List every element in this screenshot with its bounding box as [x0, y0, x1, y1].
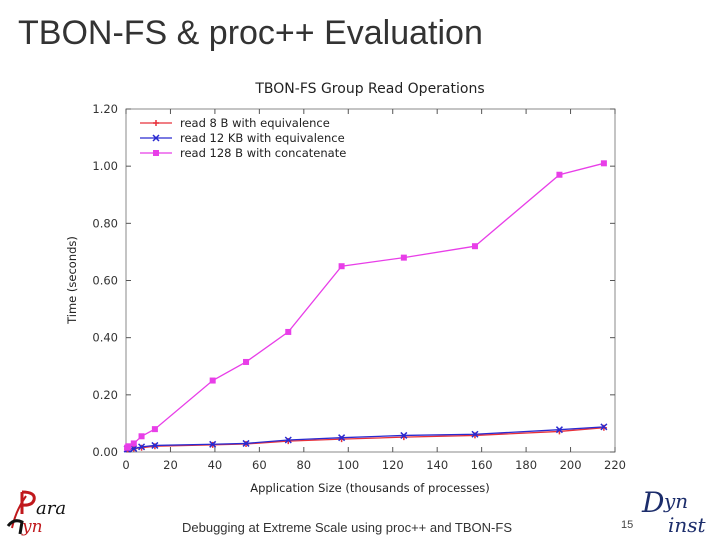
data-point [285, 328, 292, 335]
paradyn-logo: ara yn [6, 488, 78, 541]
x-tick-label: 120 [382, 458, 404, 472]
x-tick-label: 40 [208, 458, 223, 472]
x-tick-label: 100 [337, 458, 359, 472]
series-2 [123, 423, 608, 453]
data-point [471, 243, 478, 250]
data-point [600, 160, 607, 167]
x-tick-label: 160 [471, 458, 493, 472]
y-tick-label: 0.60 [92, 274, 118, 288]
data-point [138, 443, 146, 451]
x-tick-label: 220 [604, 458, 626, 472]
data-point [400, 431, 408, 439]
series-layer [123, 160, 608, 453]
data-point [125, 443, 132, 450]
data-point [130, 440, 137, 447]
y-axis-label: Time (seconds) [65, 236, 79, 325]
chart-title: TBON-FS Group Read Operations [254, 81, 484, 97]
data-point [138, 433, 145, 440]
data-point [152, 134, 160, 142]
svg-text:ara: ara [36, 498, 66, 519]
x-tick-label: 0 [122, 458, 129, 472]
axes: 0 20 40 60 80 100 120 140 160 180 200 220 0.00 0.20 0.… [92, 102, 626, 472]
y-tick-label: 0.20 [92, 388, 118, 402]
data-point [130, 445, 138, 453]
data-point [243, 358, 250, 365]
footer-text: Debugging at Extreme Scale using proc++ … [182, 520, 512, 535]
data-point [209, 440, 217, 448]
data-point [400, 254, 407, 261]
slide-title: TBON-FS & proc++ Evaluation [18, 14, 483, 52]
y-tick-label: 1.20 [92, 102, 118, 116]
data-point [471, 430, 479, 438]
y-tick-label: 1.00 [92, 159, 118, 173]
svg-text:yn: yn [663, 489, 688, 513]
data-point [556, 171, 563, 178]
data-point [151, 426, 158, 433]
x-tick-label: 200 [560, 458, 582, 472]
data-point [338, 263, 345, 270]
data-point [338, 434, 346, 442]
page-number: 15 [621, 519, 634, 531]
y-tick-label: 0.00 [92, 445, 118, 459]
x-tick-label: 60 [252, 458, 267, 472]
series-1 [124, 424, 607, 453]
x-tick-label: 180 [515, 458, 537, 472]
x-tick-label: 140 [426, 458, 448, 472]
y-tick-label: 0.40 [92, 331, 118, 345]
svg-text:yn: yn [21, 517, 43, 536]
line-chart: TBON-FS Group Read Operations 0 20 40 60 80 1… [65, 81, 626, 495]
x-axis-label: Application Size (thousands of processes… [250, 481, 490, 495]
data-point [242, 439, 250, 447]
data-point [600, 423, 608, 431]
data-point [209, 377, 216, 384]
svg-text:inst: inst [668, 513, 707, 536]
y-tick-label: 0.80 [92, 216, 118, 230]
legend-label: read 128 B with concatenate [180, 146, 346, 160]
data-point [284, 436, 292, 444]
dyninst-logo: D yn inst [636, 486, 716, 541]
legend-label: read 12 KB with equivalence [180, 131, 345, 145]
series-line [126, 162, 605, 449]
series-3 [124, 160, 607, 451]
x-tick-label: 80 [296, 458, 311, 472]
data-point [555, 426, 563, 434]
data-point [153, 150, 159, 156]
legend-label: read 8 B with equivalence [180, 116, 330, 130]
data-point [151, 441, 159, 449]
x-tick-label: 20 [163, 458, 178, 472]
svg-text:D: D [641, 486, 664, 519]
plot-frame [125, 108, 616, 453]
data-point [153, 120, 159, 126]
